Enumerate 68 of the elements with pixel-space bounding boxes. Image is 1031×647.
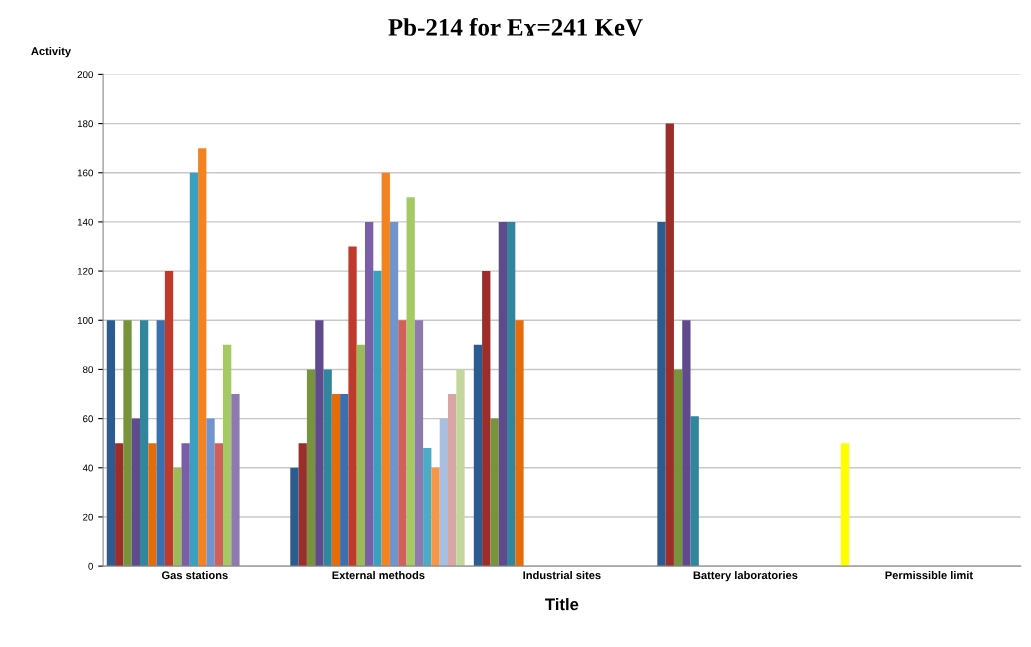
bar [515,320,524,567]
bar [456,369,465,567]
bar [115,443,124,567]
bar [431,467,440,567]
bar [398,320,407,567]
bar [682,320,691,567]
bar [423,448,432,567]
bar [323,369,332,567]
bar [106,320,116,567]
bar [498,221,508,567]
bar [381,172,390,567]
bar [306,369,316,567]
bar [123,320,132,567]
y-tick-label: 200 [77,71,93,79]
y-tick-label: 60 [83,415,93,423]
bar [290,467,299,567]
x-tick-label: Battery laboratories [693,570,798,582]
bar [181,443,190,567]
bar [507,221,516,567]
bar [164,271,174,567]
x-tick-label: External methods [332,570,425,580]
chart-title: Pb-214 for Eɤ=241 KeV [388,17,643,36]
bar [131,418,140,567]
bar [406,197,415,567]
y-tick-label: 120 [77,267,93,275]
bar [482,271,491,567]
bar [673,369,683,567]
x-tick-label: Permissible limit [885,570,973,580]
bar [331,394,341,567]
bar [657,221,666,567]
bar [214,443,223,567]
bar [356,344,366,567]
bar [206,418,215,567]
bar [840,443,850,567]
bar [373,271,382,567]
bar [198,148,207,567]
y-tick-label: 140 [77,218,93,226]
y-tick-label: 180 [77,120,93,128]
bar [315,320,324,567]
bar [439,418,449,567]
y-tick-label: 80 [82,366,93,374]
x-axis-title: Title [545,598,579,611]
bar [690,416,699,567]
bar [231,394,240,567]
x-tick-label: Gas stations [161,570,228,580]
bar [223,344,232,567]
y-tick-label: 160 [77,169,93,177]
bar [389,221,399,567]
y-tick-label: 40 [82,464,93,472]
y-tick-label: 0 [88,562,93,570]
bar [298,443,307,567]
y-tick-label: 100 [77,317,93,324]
y-axis-title: Activity [31,46,72,58]
bar [173,467,182,567]
bar [189,172,199,567]
bar [348,246,357,567]
x-tick-label: Industrial sites [523,570,601,580]
bar [340,394,349,567]
bar [156,320,165,567]
bar [148,443,157,567]
bar [139,320,149,567]
bar [414,320,424,567]
bar [365,221,374,567]
bar [665,123,674,567]
y-tick-label: 20 [83,513,93,521]
bar [473,344,483,567]
bar [490,418,499,567]
bar [448,394,457,567]
